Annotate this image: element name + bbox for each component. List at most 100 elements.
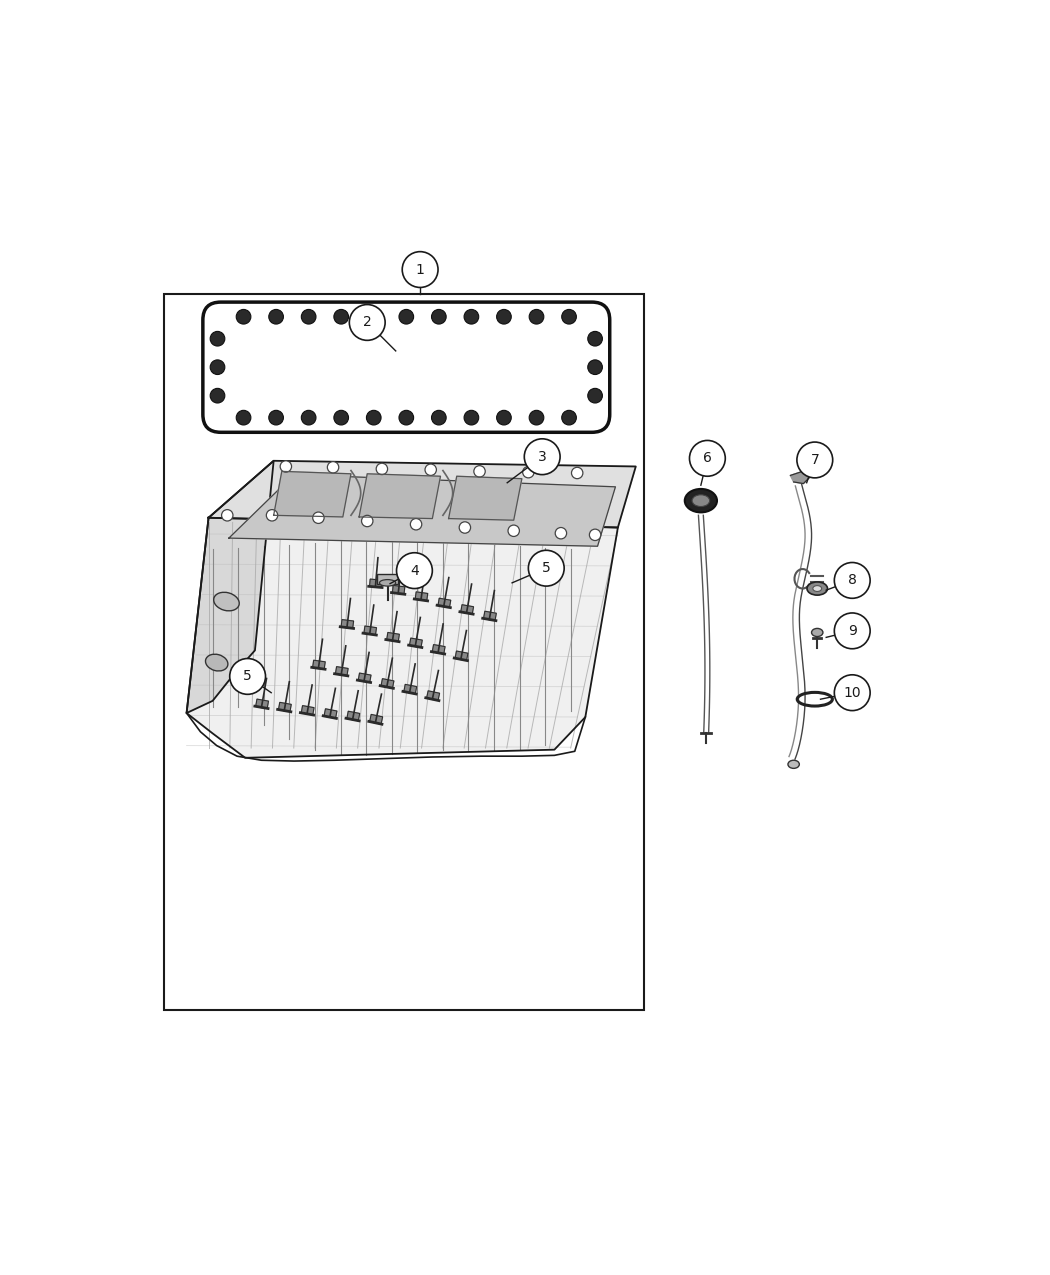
Circle shape xyxy=(269,310,284,324)
Polygon shape xyxy=(438,598,450,607)
Circle shape xyxy=(562,310,576,324)
Circle shape xyxy=(835,674,870,710)
Circle shape xyxy=(222,510,233,521)
Circle shape xyxy=(797,442,833,478)
Circle shape xyxy=(210,389,225,403)
Ellipse shape xyxy=(206,654,228,671)
Polygon shape xyxy=(313,660,326,669)
Ellipse shape xyxy=(692,495,710,506)
Polygon shape xyxy=(484,611,497,621)
Circle shape xyxy=(588,332,603,346)
Polygon shape xyxy=(381,678,394,689)
Circle shape xyxy=(529,310,544,324)
Polygon shape xyxy=(229,474,615,546)
Polygon shape xyxy=(341,620,354,629)
Polygon shape xyxy=(393,585,405,594)
Text: 8: 8 xyxy=(847,574,857,588)
Circle shape xyxy=(835,613,870,649)
Polygon shape xyxy=(301,705,314,715)
Circle shape xyxy=(690,440,726,477)
Circle shape xyxy=(267,510,277,521)
Text: 2: 2 xyxy=(363,315,372,329)
Polygon shape xyxy=(386,632,399,641)
Polygon shape xyxy=(358,673,371,682)
Polygon shape xyxy=(410,638,422,648)
Circle shape xyxy=(334,411,349,425)
Polygon shape xyxy=(364,626,377,635)
Ellipse shape xyxy=(812,629,823,636)
Circle shape xyxy=(425,464,437,476)
FancyBboxPatch shape xyxy=(377,574,398,584)
Polygon shape xyxy=(187,460,274,713)
Polygon shape xyxy=(370,579,382,588)
Text: 3: 3 xyxy=(538,450,547,464)
Bar xyxy=(164,295,644,1010)
Polygon shape xyxy=(404,685,417,694)
Circle shape xyxy=(529,411,544,425)
Polygon shape xyxy=(324,709,337,718)
Circle shape xyxy=(562,411,576,425)
Circle shape xyxy=(334,310,349,324)
Text: 5: 5 xyxy=(244,669,252,683)
Circle shape xyxy=(571,468,583,478)
Text: 1: 1 xyxy=(416,263,424,277)
Polygon shape xyxy=(274,472,351,516)
Circle shape xyxy=(555,528,567,539)
Polygon shape xyxy=(346,711,360,720)
Circle shape xyxy=(402,251,438,287)
Text: 7: 7 xyxy=(811,453,819,467)
Polygon shape xyxy=(415,592,427,601)
Circle shape xyxy=(376,463,387,474)
Polygon shape xyxy=(433,645,445,654)
Circle shape xyxy=(524,439,560,474)
Polygon shape xyxy=(455,652,468,660)
Circle shape xyxy=(210,332,225,346)
Circle shape xyxy=(236,411,251,425)
Polygon shape xyxy=(791,470,810,483)
Circle shape xyxy=(588,360,603,375)
Circle shape xyxy=(464,411,479,425)
Polygon shape xyxy=(187,518,617,757)
Text: 10: 10 xyxy=(843,686,861,700)
Text: 6: 6 xyxy=(702,451,712,465)
Circle shape xyxy=(210,360,225,375)
Circle shape xyxy=(432,310,446,324)
Ellipse shape xyxy=(788,760,799,769)
Circle shape xyxy=(497,310,511,324)
Circle shape xyxy=(366,411,381,425)
Circle shape xyxy=(474,465,485,477)
Ellipse shape xyxy=(379,580,396,586)
Circle shape xyxy=(301,411,316,425)
Circle shape xyxy=(528,551,564,586)
Circle shape xyxy=(361,515,373,527)
Ellipse shape xyxy=(807,581,827,595)
Circle shape xyxy=(328,462,339,473)
Circle shape xyxy=(280,460,292,472)
Text: 9: 9 xyxy=(847,623,857,638)
Text: 4: 4 xyxy=(411,564,419,578)
Circle shape xyxy=(301,310,316,324)
Polygon shape xyxy=(209,460,635,528)
Circle shape xyxy=(464,310,479,324)
Circle shape xyxy=(835,562,870,598)
Polygon shape xyxy=(209,460,635,528)
Ellipse shape xyxy=(213,593,239,611)
Circle shape xyxy=(459,521,470,533)
Polygon shape xyxy=(426,691,440,700)
Circle shape xyxy=(366,310,381,324)
Circle shape xyxy=(230,658,266,695)
Polygon shape xyxy=(370,714,382,724)
Circle shape xyxy=(588,389,603,403)
Circle shape xyxy=(411,519,422,530)
Circle shape xyxy=(313,513,324,524)
Circle shape xyxy=(399,411,414,425)
Text: 5: 5 xyxy=(542,561,550,575)
Polygon shape xyxy=(448,477,522,520)
Circle shape xyxy=(397,553,433,589)
Circle shape xyxy=(508,525,520,537)
Circle shape xyxy=(497,411,511,425)
Ellipse shape xyxy=(813,585,822,592)
Circle shape xyxy=(236,310,251,324)
Polygon shape xyxy=(256,699,269,709)
Circle shape xyxy=(432,411,446,425)
